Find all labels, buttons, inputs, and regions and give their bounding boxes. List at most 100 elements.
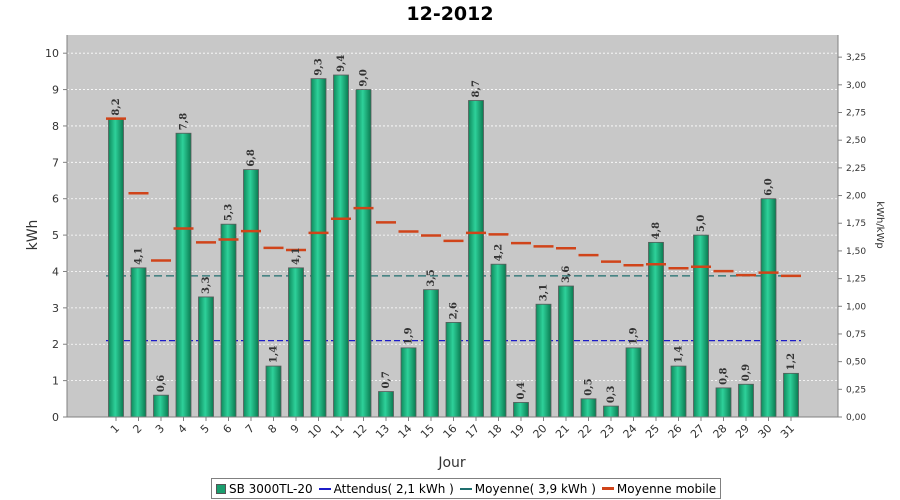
bar	[513, 402, 529, 418]
x-tick-label: 23	[598, 422, 617, 441]
x-tick-label: 21	[553, 422, 572, 441]
x-tick-label: 30	[756, 422, 775, 441]
bar	[580, 398, 597, 418]
bar	[738, 383, 754, 418]
x-tick-label: 8	[265, 422, 279, 436]
bar	[198, 296, 214, 418]
chart-title: 12-2012	[406, 3, 494, 25]
legend-swatch-line	[318, 487, 331, 490]
bar	[130, 267, 147, 418]
y2-tick-label: 0,00	[846, 413, 866, 423]
bar-value-label: 4,1	[291, 247, 302, 264]
y-tick-label: 0	[52, 411, 59, 424]
legend-item: Moyenne mobile	[601, 481, 717, 496]
y-tick-label: 1	[52, 375, 59, 388]
x-tick-label: 31	[778, 422, 797, 441]
bar	[108, 118, 124, 418]
bar-value-label: 4,1	[134, 247, 145, 264]
y-tick-label: 3	[52, 302, 59, 315]
y-axis-label: kWh	[25, 220, 41, 251]
y2-tick-label: 3,25	[846, 53, 866, 63]
bar-value-label: 5,0	[696, 215, 707, 232]
y2-tick-label: 2,75	[846, 109, 866, 119]
x-axis-ticks: 1 2 3 4 5 6 7 8 9 10 11 12 13 14 15 16 17 18 19 20 21 22 23 24 2…	[108, 417, 797, 441]
x-tick-label: 26	[666, 422, 685, 441]
y2-tick-label: 3,00	[846, 81, 866, 91]
bar-value-label: 0,9	[741, 364, 752, 381]
bar	[670, 365, 687, 418]
bar	[648, 241, 664, 418]
x-tick-label: 18	[486, 422, 505, 441]
x-tick-label: 22	[576, 422, 595, 441]
bar	[558, 285, 574, 418]
legend: SB 3000TL-20 Attendus( 2,1 kWh ) Moyenne( …	[211, 478, 722, 499]
y-tick-label: 2	[52, 338, 59, 351]
bar	[603, 405, 619, 418]
x-tick-label: 4	[175, 422, 189, 436]
x-tick-label: 29	[733, 422, 752, 441]
bar	[265, 365, 282, 418]
x-tick-label: 11	[328, 422, 347, 441]
bar-value-label: 9,3	[314, 58, 325, 75]
y-tick-label: 8	[52, 120, 59, 133]
bar-value-label: 9,0	[359, 69, 370, 86]
bar-value-label: 7,8	[179, 113, 190, 130]
axes	[66, 35, 839, 418]
bar-value-label: 3,1	[539, 284, 550, 301]
y-tick-label: 9	[52, 84, 59, 97]
y-tick-label: 5	[52, 229, 59, 242]
bar-value-label: 0,7	[381, 371, 392, 388]
bar-value-label: 0,6	[156, 375, 167, 392]
x-tick-label: 27	[688, 422, 707, 441]
bar	[490, 263, 507, 418]
bar-value-label: 0,4	[516, 382, 527, 399]
x-tick-label: 5	[198, 422, 212, 436]
y2-tick-label: 0,25	[846, 385, 866, 395]
bar	[693, 234, 709, 418]
y2-tick-label: 0,75	[846, 330, 866, 340]
y-tick-label: 10	[45, 47, 59, 60]
y2-axis-ticks: 0,00 0,25 0,50 0,75 1,00 1,25 1,50 1,75 2,00 2,25…	[838, 53, 866, 423]
y2-tick-label: 2,50	[846, 136, 866, 146]
bar	[153, 394, 169, 418]
legend-label: SB 3000TL-20	[229, 481, 313, 496]
bar-value-label: 5,3	[224, 204, 235, 221]
bar	[288, 267, 304, 418]
bar-value-label: 0,8	[719, 367, 730, 384]
x-tick-label: 25	[643, 422, 662, 441]
legend-item: Moyenne( 3,9 kWh )	[459, 482, 596, 496]
x-tick-label: 13	[373, 422, 392, 441]
legend-swatch-box	[216, 483, 226, 494]
x-tick-label: 28	[711, 422, 730, 441]
bar-value-label: 2,6	[449, 302, 460, 319]
x-tick-label: 15	[418, 422, 437, 441]
legend-swatch-line	[601, 487, 614, 490]
bar-value-label: 4,2	[494, 244, 505, 261]
y-tick-label: 7	[52, 156, 59, 169]
bar	[378, 391, 394, 418]
legend-item: SB 3000TL-20	[216, 482, 313, 496]
x-tick-label: 7	[243, 422, 257, 436]
bar-value-label: 9,4	[336, 55, 347, 72]
legend-label: Moyenne mobile	[616, 481, 717, 496]
bar	[783, 372, 799, 418]
bar-value-label: 6,0	[764, 178, 775, 195]
bar-value-label: 6,8	[246, 149, 257, 166]
bar	[355, 89, 372, 418]
bar	[310, 78, 327, 418]
bar	[760, 198, 777, 418]
bar-value-label: 0,3	[606, 386, 617, 403]
legend-swatch-line	[459, 487, 472, 490]
y2-tick-label: 2,25	[846, 164, 866, 174]
y2-tick-label: 1,00	[846, 302, 866, 312]
y2-tick-label: 1,25	[846, 275, 866, 285]
bar	[400, 347, 417, 418]
bar-value-label: 1,9	[404, 327, 415, 344]
x-tick-label: 19	[508, 422, 527, 441]
x-tick-label: 3	[153, 422, 167, 436]
legend-label: Attendus( 2,1 kWh )	[333, 481, 454, 496]
y2-tick-label: 0,50	[846, 358, 866, 368]
bar	[243, 169, 259, 418]
x-tick-label: 12	[351, 422, 370, 441]
